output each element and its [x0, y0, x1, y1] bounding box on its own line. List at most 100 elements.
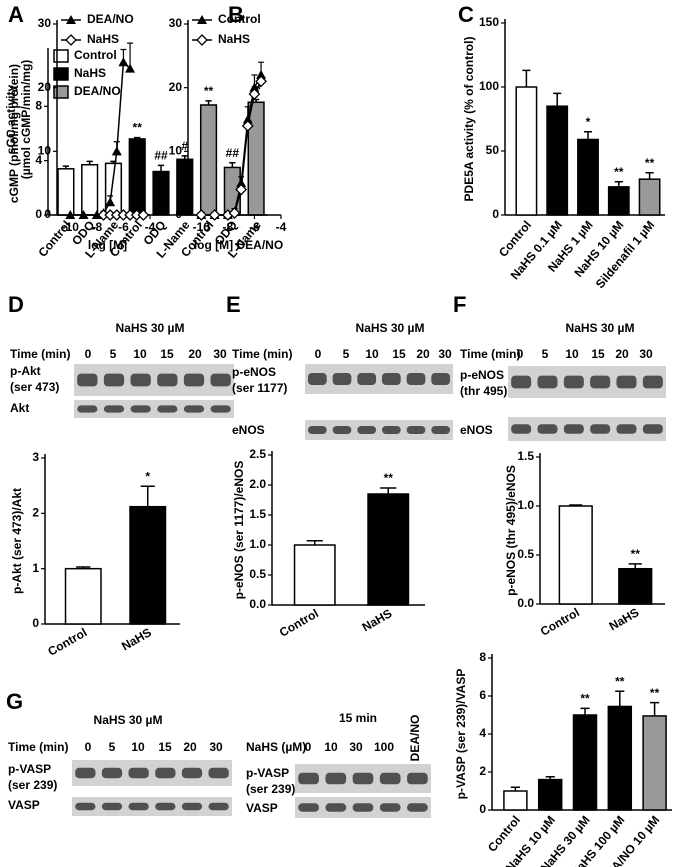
blot-band: [101, 802, 123, 811]
lane-label: 20: [188, 347, 202, 361]
blot-band: [101, 767, 123, 779]
significance-mark: *: [145, 469, 150, 483]
lane-label: 0: [305, 740, 312, 754]
blot-strip: [305, 420, 453, 440]
lane-label: 30: [438, 347, 452, 361]
blot-band: [103, 373, 125, 387]
blot-row-label: (thr 495): [460, 384, 507, 398]
lane-label: 10: [565, 347, 579, 361]
blot-row-label: Akt: [10, 401, 29, 415]
x-tick-label: Control: [277, 606, 321, 639]
blot-band: [210, 373, 231, 387]
y-tick-label: 6: [479, 688, 486, 702]
x-axis-label: log [M] DEA/NO: [194, 238, 283, 252]
blot-band: [406, 426, 426, 434]
blot-band: [325, 803, 347, 812]
lane-label: 30: [209, 740, 223, 754]
lane-label: 10: [365, 347, 379, 361]
x-tick-label: -6: [249, 220, 260, 234]
bar: [128, 138, 146, 216]
lane-label: 20: [615, 347, 629, 361]
blot-band: [407, 803, 428, 812]
blot-row-label: p-eNOS: [232, 365, 276, 379]
lane-header: Time (min): [232, 347, 292, 361]
blot-band: [381, 373, 401, 385]
significance-mark: **: [650, 686, 660, 700]
y-tick-label: 10: [169, 144, 183, 158]
y-tick-label: 0: [479, 802, 486, 816]
blot-band: [183, 405, 205, 413]
blot-row-label: p-Akt: [10, 364, 41, 378]
lane-label: 0: [85, 347, 92, 361]
panel-letter: F: [453, 292, 466, 317]
significance-mark: *: [586, 115, 591, 129]
bar: [577, 138, 599, 216]
legend-label: DEA/NO: [74, 84, 121, 98]
blot-row-label: (ser 239): [8, 778, 57, 792]
y-tick-label: 20: [38, 80, 52, 94]
y-tick-label: 0: [175, 207, 182, 221]
blot-band: [181, 802, 203, 811]
bar: [57, 168, 75, 216]
error-bar: [522, 69, 531, 87]
blot-band: [298, 772, 319, 785]
error-bar: [580, 707, 590, 715]
y-tick-label: 30: [169, 16, 183, 30]
blot-band: [590, 424, 611, 434]
bar: [642, 715, 667, 811]
blot-band: [563, 375, 584, 389]
y-tick-label: 2: [32, 506, 39, 520]
bar: [367, 493, 410, 606]
blot-band: [352, 772, 374, 785]
significance-mark: **: [631, 547, 641, 561]
lane-header: Time (min): [8, 740, 68, 754]
significance-mark: **: [615, 674, 625, 688]
blot-band: [183, 373, 205, 387]
blot-band: [325, 772, 347, 785]
blot-band: [157, 405, 178, 413]
blot-band: [307, 426, 327, 434]
x-tick-label: -6: [118, 220, 129, 234]
blot-row-label: VASP: [246, 801, 278, 815]
lane-label: 5: [343, 347, 350, 361]
blot-band: [537, 375, 558, 389]
bar: [558, 505, 593, 605]
blot-treatment: 15 min: [339, 711, 377, 725]
significance-mark: **: [204, 84, 214, 98]
error-bar: [614, 180, 623, 187]
error-bar: [628, 563, 642, 569]
blot-band: [406, 373, 426, 385]
lane-label: 5: [110, 347, 117, 361]
blot-row-label: p-VASP: [246, 766, 289, 780]
blot-band: [511, 424, 532, 434]
lane-label: 10: [324, 740, 338, 754]
error-bar: [553, 92, 562, 107]
legend-label: Control: [218, 12, 261, 26]
error-bar: [650, 701, 660, 716]
legend-label: NaHS: [74, 66, 106, 80]
legend-swatch: [53, 67, 69, 81]
lane-label: 10: [133, 347, 147, 361]
blot-band: [75, 802, 96, 811]
y-tick-label: 2.5: [249, 447, 266, 461]
blot-band: [431, 373, 451, 385]
y-tick-label: 8: [479, 650, 486, 664]
lane-label: 15: [160, 347, 174, 361]
data-point: [65, 210, 76, 219]
lane-header: Time (min): [460, 347, 520, 361]
blot-treatment: NaHS 30 µM: [566, 321, 635, 335]
x-tick-label: -8: [92, 220, 103, 234]
significance-mark: **: [133, 121, 143, 135]
x-tick-label: NaHS: [607, 605, 642, 633]
blot-band: [381, 426, 401, 434]
significance-mark: ##: [154, 149, 168, 163]
blot-strip: [72, 797, 232, 816]
y-tick-label: 1.0: [249, 537, 266, 551]
y-tick-label: 1.0: [517, 498, 534, 512]
blot-row-label: VASP: [8, 798, 40, 812]
y-tick-label: 0.0: [517, 596, 534, 610]
lane-label: 30: [639, 347, 653, 361]
significance-mark: **: [580, 692, 590, 706]
y-axis-label: sGC activity: [4, 84, 18, 154]
bar: [129, 505, 167, 625]
